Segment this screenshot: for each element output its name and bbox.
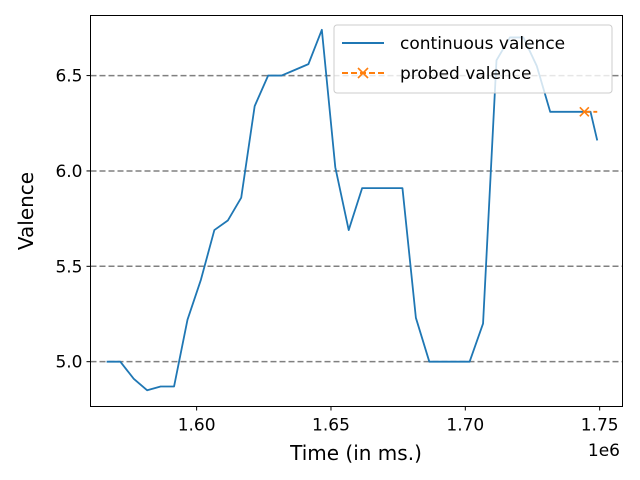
x-axis-ticks: 1.60 1.65 1.70 1.75	[178, 406, 619, 436]
y-axis-ticks: 5.0 5.5 6.0 6.5	[55, 67, 91, 373]
x-axis-label: Time (in ms.)	[289, 441, 422, 465]
legend: continuous valence probed valence	[333, 24, 613, 94]
legend-label-probed: probed valence	[400, 64, 532, 84]
legend-box	[333, 24, 613, 94]
x-tick-label: 1.65	[312, 416, 350, 436]
y-tick-label: 6.0	[55, 162, 82, 182]
probed-valence-point	[579, 106, 590, 117]
grid-lines	[90, 74, 623, 363]
x-tick-label: 1.70	[446, 416, 484, 436]
y-tick-label: 6.5	[55, 67, 82, 87]
x-tick-label: 1.75	[581, 416, 619, 436]
legend-marker-probed	[357, 67, 369, 79]
y-tick-label: 5.0	[55, 353, 82, 373]
x-axis-offset-label: 1e6	[588, 441, 620, 461]
y-tick-label: 5.5	[55, 257, 82, 277]
plot-frame	[90, 15, 623, 407]
legend-label-continuous: continuous valence	[400, 34, 565, 54]
y-axis-label: Valence	[14, 172, 38, 250]
x-tick-label: 1.60	[178, 416, 216, 436]
